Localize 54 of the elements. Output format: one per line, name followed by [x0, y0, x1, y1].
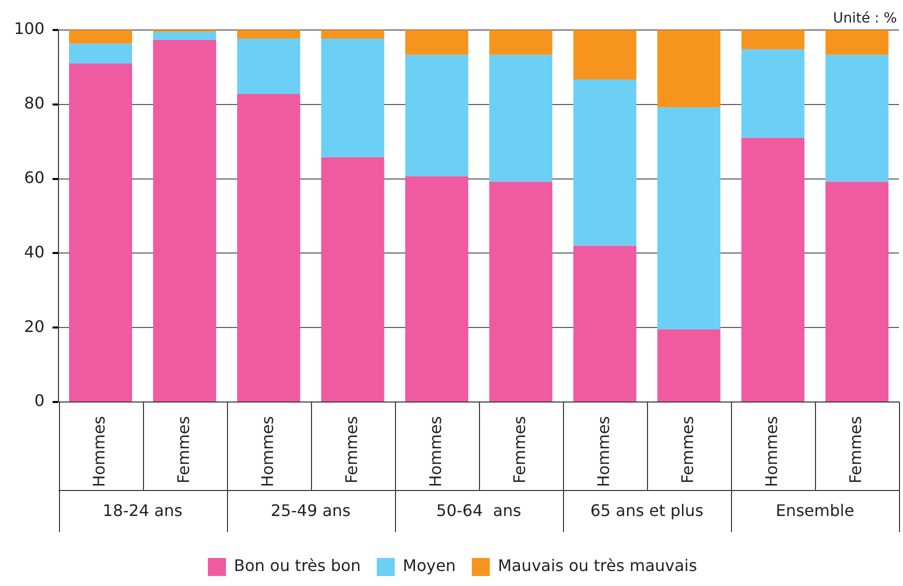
bar: [741, 138, 804, 402]
x-tick-label: Femmes: [678, 416, 698, 484]
x-tick-label: Femmes: [510, 416, 529, 484]
bar: [825, 30, 888, 55]
text: 25-49 ans: [270, 501, 351, 520]
y-tick-label: 0: [34, 391, 45, 410]
text: 18-24 ans: [102, 501, 183, 520]
x-tick-label: Femmes: [846, 416, 866, 484]
bar: [69, 44, 132, 64]
bar: [825, 182, 888, 402]
bar: [153, 40, 216, 402]
bar: [489, 54, 552, 182]
bar: [405, 54, 468, 176]
bar: [237, 94, 300, 402]
x-tick-label: Femmes: [174, 416, 193, 484]
bar: [153, 32, 216, 40]
legend-label: Bon ou très bon: [234, 556, 361, 576]
bar: [657, 30, 720, 108]
y-tick-label: 40: [24, 242, 45, 262]
y-tick-label: 80: [24, 94, 45, 113]
bar: [321, 157, 384, 402]
bar: [69, 63, 132, 402]
text: 65 ans et plus: [590, 501, 704, 520]
bar: [321, 38, 384, 158]
x-tick-label: Hommes: [90, 416, 109, 488]
x-tick-label: Hommes: [426, 416, 445, 488]
text: Ensemble: [776, 501, 854, 520]
bar: [573, 79, 636, 246]
x-tick-label: Femmes: [342, 416, 361, 484]
y-tick-label: 100: [14, 19, 45, 38]
legend-label: Moyen: [402, 556, 456, 576]
legend-label: Mauvais ou très mauvais: [498, 556, 698, 576]
bar: [573, 30, 636, 80]
y-tick-label: 60: [24, 168, 45, 187]
x-tick-label: Hommes: [762, 416, 782, 488]
y-tick-label: 20: [24, 316, 45, 336]
bar: [405, 30, 468, 55]
bar: [573, 246, 636, 402]
bar: [657, 107, 720, 330]
bar: [321, 30, 384, 39]
bar: [69, 30, 132, 44]
bar: [825, 54, 888, 182]
x-tick-label: Hommes: [594, 416, 613, 488]
bar: [237, 30, 300, 39]
text: 50-64 ans: [436, 501, 522, 520]
bar: [489, 182, 552, 402]
bar: [405, 176, 468, 402]
y-axis-title: Unité : %: [832, 10, 897, 27]
bar: [489, 30, 552, 55]
bar: [657, 329, 720, 402]
bar: [237, 38, 300, 94]
bar: [741, 30, 804, 50]
bar: [741, 49, 804, 138]
x-tick-label: Hommes: [258, 416, 277, 488]
